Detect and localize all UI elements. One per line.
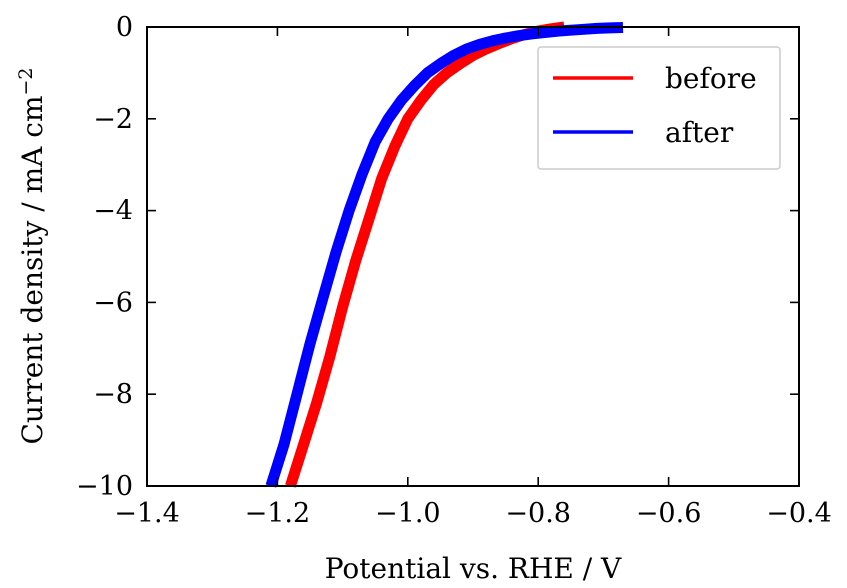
x-tick-label: −1.2 [245, 498, 311, 529]
y-tick-label: −8 [93, 379, 133, 410]
y-tick-label: −4 [93, 196, 133, 227]
x-axis-title: Potential vs. RHE / V [325, 552, 622, 585]
x-tick-label: −0.8 [505, 498, 571, 529]
legend-label-before: before [665, 62, 757, 95]
x-tick-label: −1.4 [114, 498, 180, 529]
x-tick-label: −0.4 [766, 498, 832, 529]
y-axis: 0 −2 −4 −6 −8 −10 [76, 12, 799, 502]
y-axis-title-sup: −2 [15, 67, 37, 95]
y-axis-title: Current density / mA cm−2 [15, 67, 49, 444]
x-tick-label: −0.6 [636, 498, 702, 529]
x-axis: −1.4 −1.2 −1.0 −0.8 −0.6 −0.4 [114, 27, 832, 529]
x-tick-label: −1.0 [375, 498, 441, 529]
y-tick-label: −10 [76, 471, 133, 502]
legend: before after [537, 46, 781, 170]
y-tick-label: −2 [93, 104, 133, 135]
y-tick-label: −6 [93, 287, 133, 318]
y-axis-title-main: Current density / mA cm [16, 95, 49, 444]
series-layer [265, 21, 624, 488]
y-tick-label: 0 [116, 12, 133, 43]
legend-label-after: after [665, 116, 734, 149]
plot-frame [146, 26, 800, 487]
series-line-after [265, 22, 624, 488]
